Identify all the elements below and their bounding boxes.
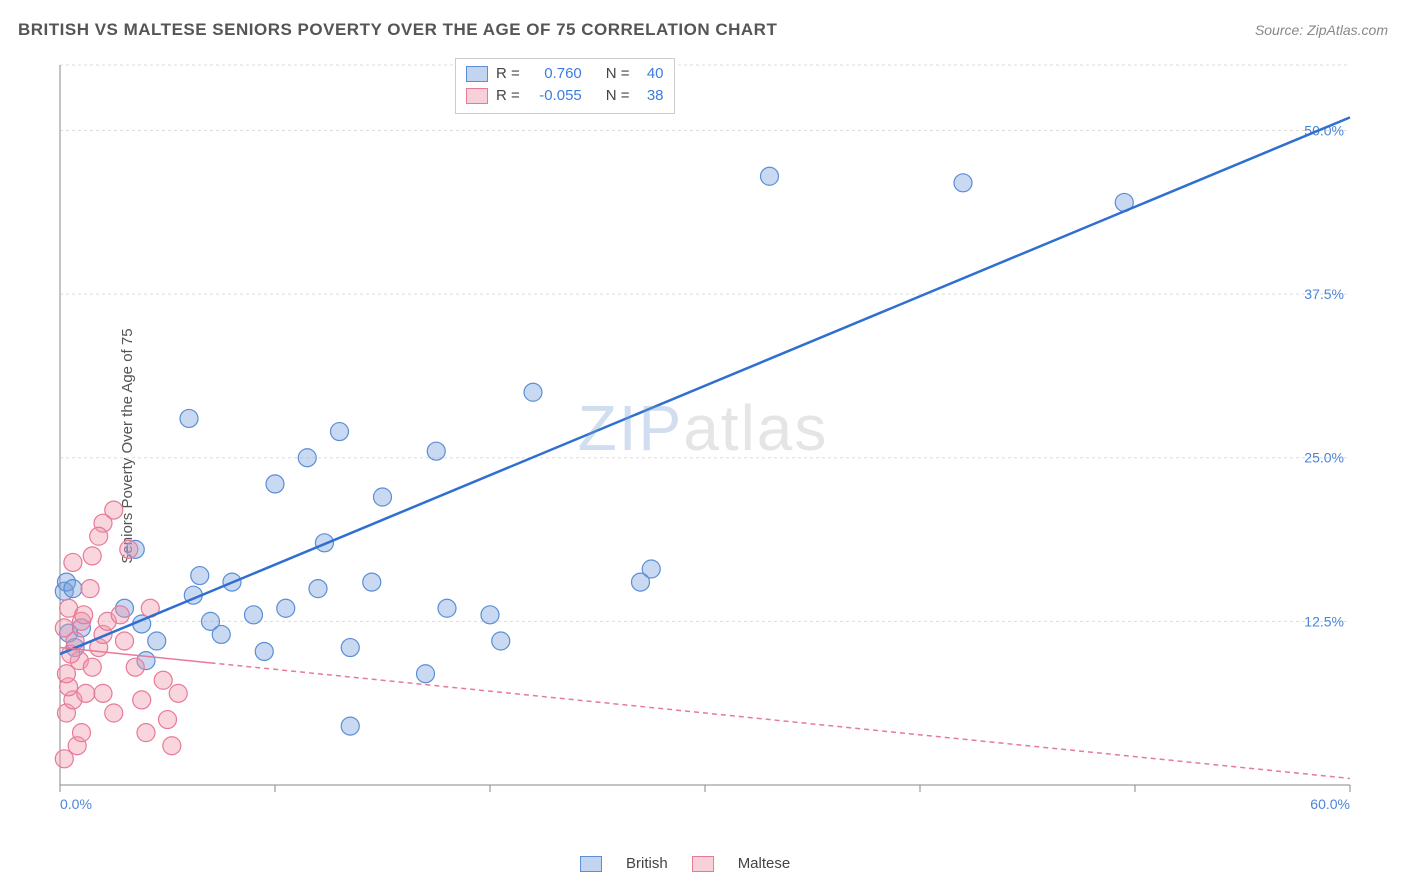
svg-text:50.0%: 50.0% (1304, 122, 1344, 138)
source-name: ZipAtlas.com (1307, 22, 1388, 38)
chart-title: BRITISH VS MALTESE SENIORS POVERTY OVER … (18, 20, 777, 40)
stats-row-maltese: R = -0.055 N = 38 (466, 85, 664, 107)
source-prefix: Source: (1255, 22, 1307, 38)
swatch-icon (466, 88, 488, 104)
n-label: N = (606, 63, 630, 85)
swatch-icon (692, 856, 714, 872)
stats-row-british: R = 0.760 N = 40 (466, 63, 664, 85)
r-value: -0.055 (528, 85, 582, 107)
r-label: R = (496, 85, 520, 107)
swatch-icon (466, 66, 488, 82)
chart-svg: 0.0% 60.0% 12.5% 25.0% 37.5% 50.0% (50, 55, 1390, 835)
n-value: 40 (638, 63, 664, 85)
n-value: 38 (638, 85, 664, 107)
stats-box: R = 0.760 N = 40 R = -0.055 N = 38 (455, 58, 675, 114)
source-attribution: Source: ZipAtlas.com (1255, 22, 1388, 38)
svg-text:25.0%: 25.0% (1304, 450, 1344, 466)
r-label: R = (496, 63, 520, 85)
svg-text:60.0%: 60.0% (1310, 796, 1350, 812)
legend-label-maltese: Maltese (738, 855, 791, 872)
n-label: N = (606, 85, 630, 107)
svg-text:37.5%: 37.5% (1304, 286, 1344, 302)
legend-label-british: British (626, 855, 668, 872)
r-value: 0.760 (528, 63, 582, 85)
legend: British Maltese (580, 855, 790, 872)
swatch-icon (580, 856, 602, 872)
scatter-plot: 0.0% 60.0% 12.5% 25.0% 37.5% 50.0% (50, 55, 1390, 835)
svg-text:12.5%: 12.5% (1304, 613, 1344, 629)
svg-text:0.0%: 0.0% (60, 796, 92, 812)
